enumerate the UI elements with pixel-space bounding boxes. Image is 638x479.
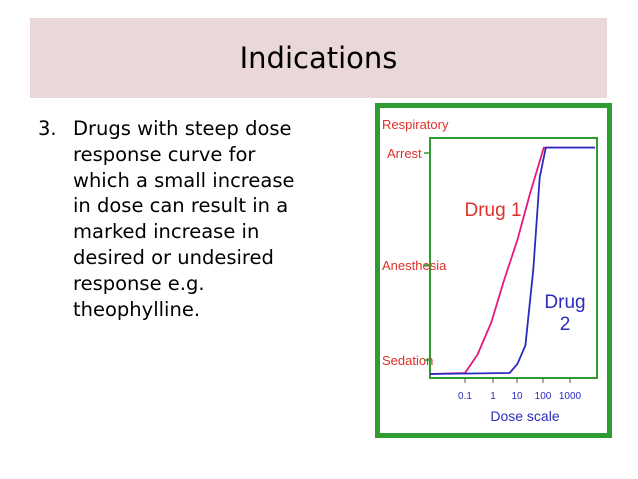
bullet-line: which a small increase: [73, 168, 295, 192]
bullet-line: in dose can result in a: [73, 194, 289, 218]
dose-response-figure: Respiratory Arrest Anesthesia Sedation 0.1 1…: [375, 103, 612, 438]
x-tick-label: 100: [535, 391, 552, 402]
dose-response-chart: Respiratory Arrest Anesthesia Sedation 0.1 1…: [380, 108, 607, 433]
bullet-line: desired or undesired: [73, 245, 274, 269]
slide-title: Indications: [239, 41, 398, 75]
bullet-line: response curve for: [73, 142, 256, 166]
plot-frame: [429, 137, 598, 379]
bullet-number: 3.: [38, 117, 57, 140]
series-2-line: [429, 146, 595, 375]
y-label-respiratory: Respiratory: [382, 117, 449, 132]
title-banner: Indications: [30, 18, 607, 98]
bullet-line: marked increase in: [73, 220, 260, 244]
y-label-anesthesia: Anesthesia: [382, 258, 447, 273]
bullet-line: response e.g.: [73, 271, 205, 295]
series-2-label: 2: [560, 314, 571, 335]
series-2-label: Drug: [544, 292, 585, 313]
x-tick-label: 10: [511, 391, 523, 402]
x-tick-label: 0.1: [458, 391, 472, 402]
x-axis-label: Dose scale: [490, 408, 559, 424]
x-tick-label: 1000: [559, 391, 582, 402]
bullet-text: Drugs with steep dose response curve for…: [73, 116, 348, 322]
series-1-line: [429, 146, 595, 375]
series-1-label: Drug 1: [464, 200, 521, 221]
y-label-sedation: Sedation: [382, 353, 433, 368]
bullet-line: theophylline.: [73, 297, 201, 321]
y-label-arrest: Arrest: [387, 146, 422, 161]
bullet-line: Drugs with steep dose: [73, 117, 292, 140]
x-tick-label: 1: [490, 391, 496, 402]
